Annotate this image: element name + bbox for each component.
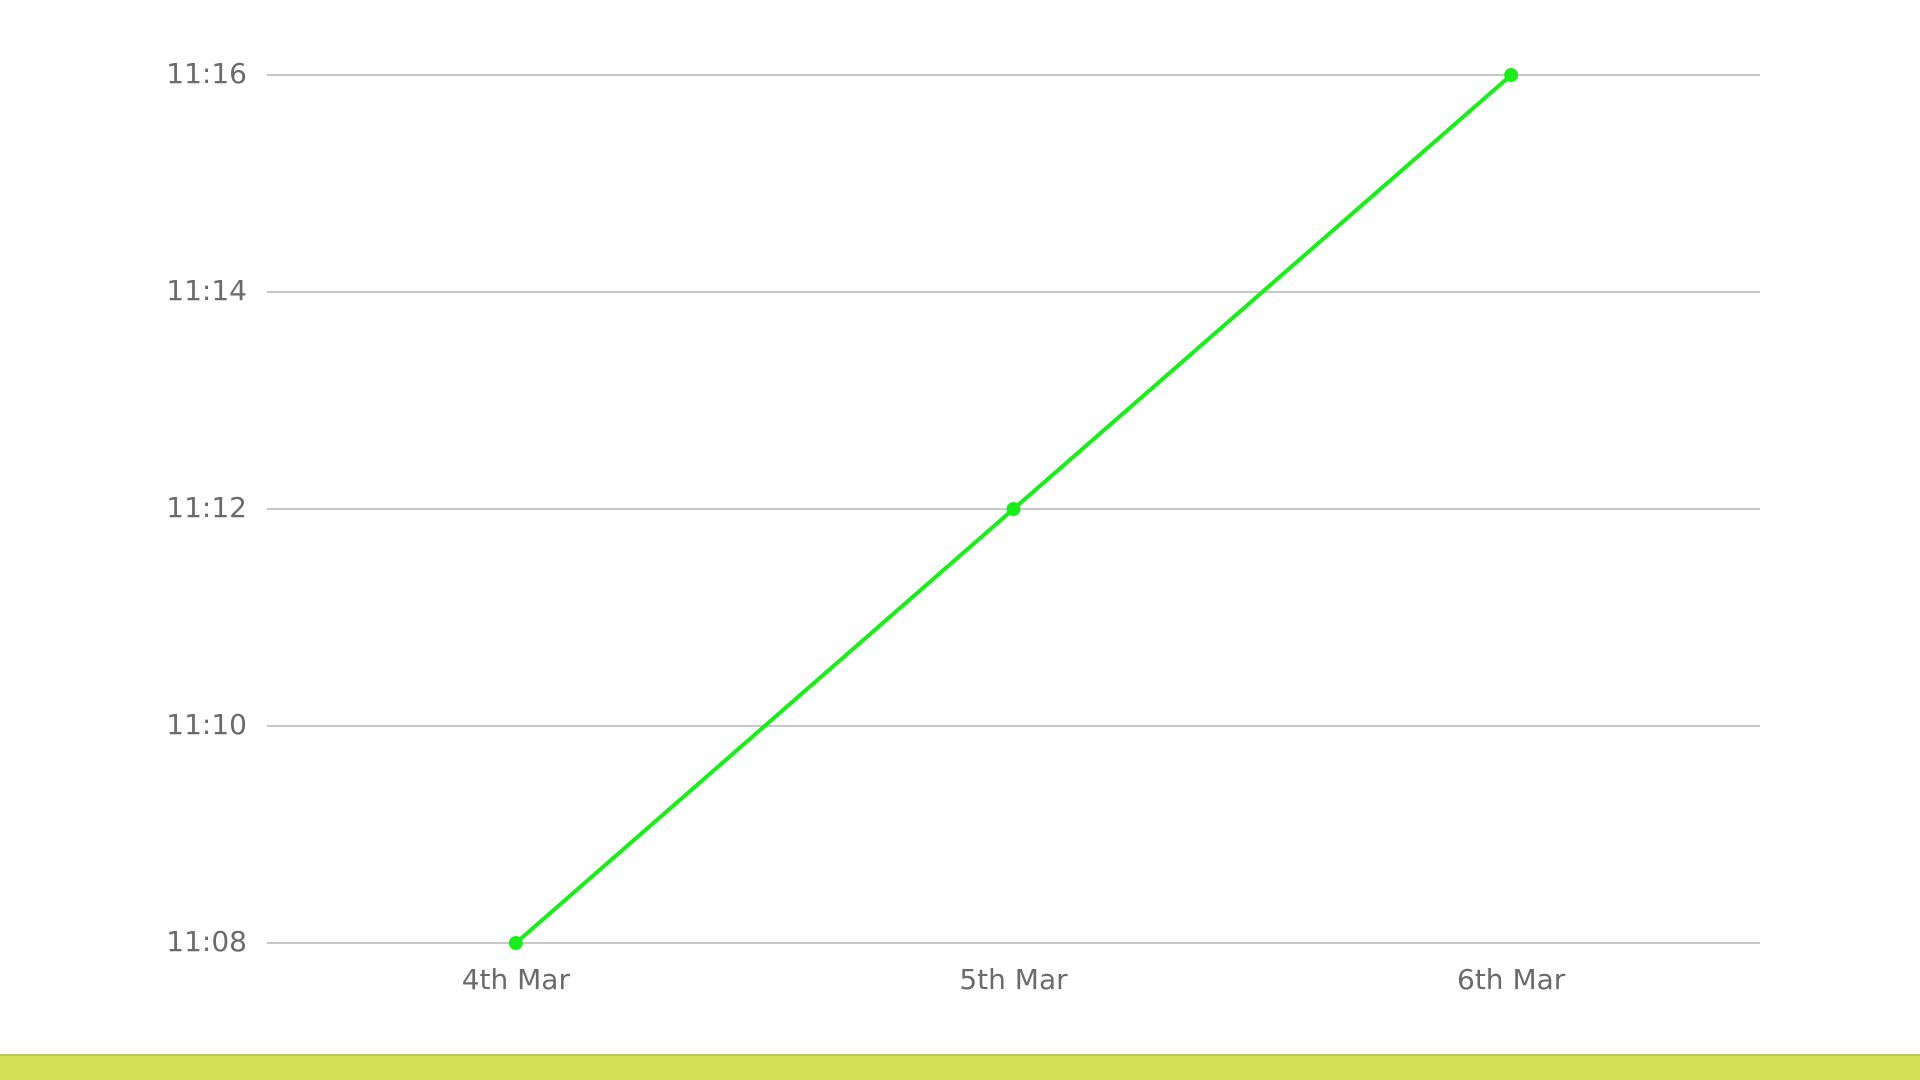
bottom-bar bbox=[0, 1055, 1920, 1080]
y-tick-label: 11:12 bbox=[166, 491, 247, 524]
x-tick-label: 5th Mar bbox=[959, 963, 1068, 996]
x-tick-label: 6th Mar bbox=[1457, 963, 1566, 996]
y-tick-label: 11:08 bbox=[166, 925, 247, 958]
data-point bbox=[508, 936, 523, 950]
data-point bbox=[1006, 502, 1021, 516]
y-tick-label: 11:10 bbox=[166, 708, 247, 741]
data-point bbox=[1504, 68, 1519, 82]
x-tick-label: 4th Mar bbox=[462, 963, 571, 996]
y-tick-label: 11:16 bbox=[166, 57, 247, 90]
y-tick-label: 11:14 bbox=[166, 274, 247, 307]
